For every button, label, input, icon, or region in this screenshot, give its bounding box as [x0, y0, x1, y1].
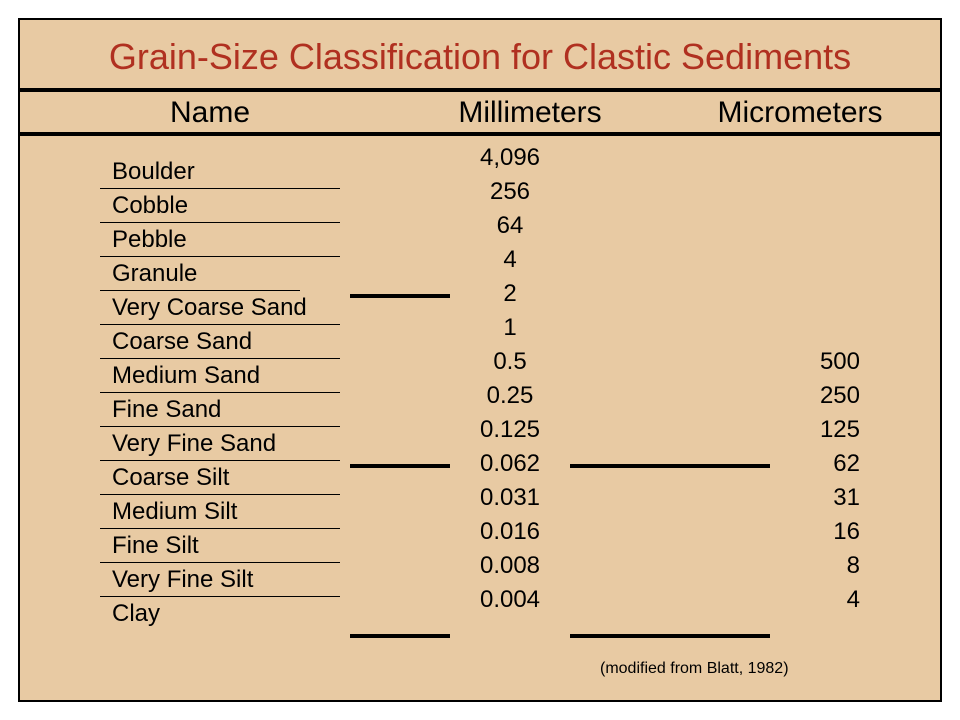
row-divider	[100, 188, 340, 189]
row-divider	[100, 426, 340, 427]
mm-value: 0.25	[450, 382, 570, 410]
grain-name: Granule	[112, 260, 197, 288]
row-divider	[100, 358, 340, 359]
row-divider	[100, 290, 300, 291]
grain-name: Clay	[112, 600, 160, 628]
grain-name: Cobble	[112, 192, 188, 220]
grain-name: Coarse Sand	[112, 328, 252, 356]
grain-name: Pebble	[112, 226, 187, 254]
grain-name: Very Coarse Sand	[112, 294, 307, 322]
grain-name: Fine Sand	[112, 396, 221, 424]
mm-value: 0.5	[450, 348, 570, 376]
um-value: 500	[780, 348, 860, 376]
grain-name: Boulder	[112, 158, 195, 186]
row-divider	[100, 392, 340, 393]
mm-value: 0.004	[450, 586, 570, 614]
category-separator	[350, 294, 450, 298]
um-value: 125	[780, 416, 860, 444]
mm-value: 0.062	[450, 450, 570, 478]
column-headers: Name Millimeters Micrometers	[20, 92, 940, 136]
grain-name: Medium Silt	[112, 498, 237, 526]
credit-text: (modified from Blatt, 1982)	[600, 660, 789, 678]
grain-name: Very Fine Silt	[112, 566, 253, 594]
table-body: (modified from Blatt, 1982) Boulder Cobbl…	[20, 136, 940, 696]
row-divider	[100, 596, 340, 597]
row-divider	[100, 528, 340, 529]
mm-value: 0.031	[450, 484, 570, 512]
mm-value: 4,096	[450, 144, 570, 172]
grain-name: Fine Silt	[112, 532, 199, 560]
mm-value: 2	[450, 280, 570, 308]
mm-value: 0.008	[450, 552, 570, 580]
mm-value: 0.016	[450, 518, 570, 546]
category-separator	[570, 464, 770, 468]
row-divider	[100, 222, 340, 223]
row-divider	[100, 460, 340, 461]
row-divider	[100, 256, 340, 257]
grain-name: Coarse Silt	[112, 464, 229, 492]
grain-name: Medium Sand	[112, 362, 260, 390]
header-micrometers: Micrometers	[660, 96, 940, 130]
mm-value: 1	[450, 314, 570, 342]
um-value: 250	[780, 382, 860, 410]
category-separator	[350, 634, 450, 638]
row-divider	[100, 494, 340, 495]
mm-value: 64	[450, 212, 570, 240]
header-name: Name	[20, 96, 400, 130]
um-value: 31	[780, 484, 860, 512]
um-value: 16	[780, 518, 860, 546]
grain-name: Very Fine Sand	[112, 430, 276, 458]
header-millimeters: Millimeters	[400, 96, 660, 130]
mm-value: 0.125	[450, 416, 570, 444]
table-frame: Grain-Size Classification for Clastic Se…	[18, 18, 942, 702]
um-value: 4	[780, 586, 860, 614]
row-divider	[100, 562, 340, 563]
um-value: 8	[780, 552, 860, 580]
row-divider	[100, 324, 340, 325]
um-value: 62	[780, 450, 860, 478]
mm-value: 256	[450, 178, 570, 206]
category-separator	[570, 634, 770, 638]
category-separator	[350, 464, 450, 468]
page-title: Grain-Size Classification for Clastic Se…	[20, 20, 940, 92]
mm-value: 4	[450, 246, 570, 274]
